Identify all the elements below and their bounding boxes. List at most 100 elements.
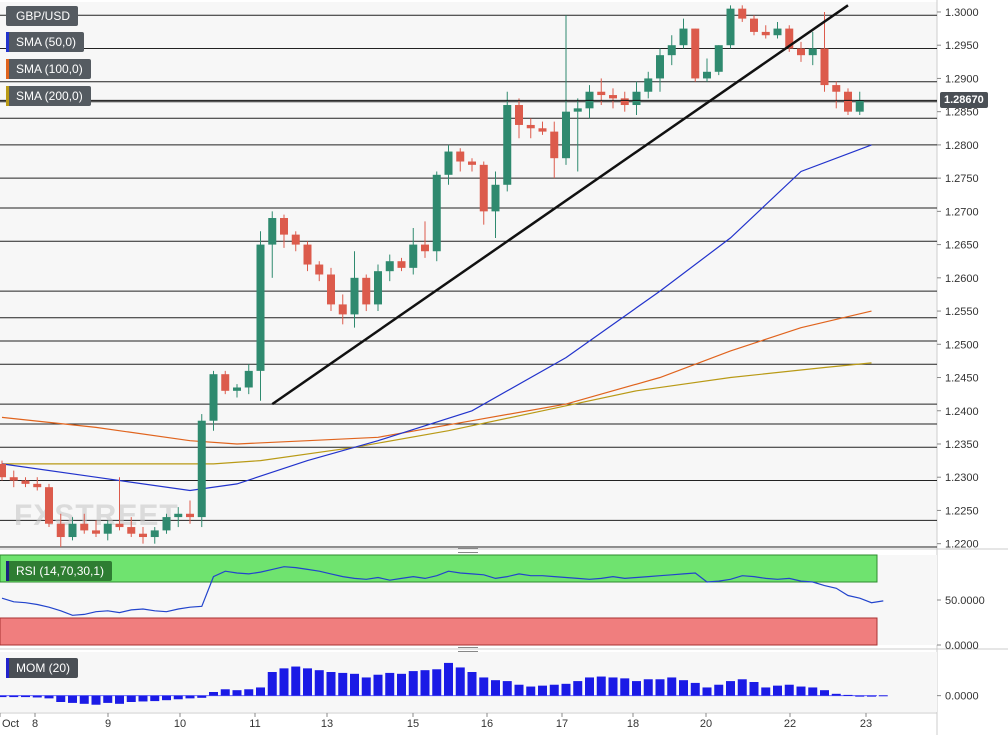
mom-bar (843, 694, 853, 696)
mom-bar (444, 662, 453, 696)
candle-body (421, 244, 429, 252)
candle-body (832, 85, 841, 92)
mom-bar (831, 693, 841, 696)
time-axis-label: 8 (32, 718, 38, 730)
mom-bar (491, 680, 500, 696)
candle-body (45, 487, 53, 524)
rsi-oversold-zone (0, 617, 878, 646)
sma50-label: SMA (50,0) (16, 35, 77, 49)
mom-bar (350, 673, 359, 696)
price-axis-label: 1.2500 (945, 339, 979, 351)
mom-bar (32, 695, 42, 698)
candle-body (315, 264, 324, 275)
price-axis-label: 1.2550 (945, 306, 979, 318)
candle-body (327, 274, 335, 305)
sma50-swatch (6, 32, 9, 52)
candle-body (0, 463, 6, 478)
price-axis-label: 1.2650 (945, 240, 979, 252)
price-axis-label: 1.2950 (945, 40, 979, 52)
mom-bar (126, 695, 136, 702)
mom-label[interactable]: MOM (20) (6, 658, 78, 678)
candle-body (726, 8, 735, 46)
candle-body (550, 131, 559, 159)
time-axis-label: 23 (860, 718, 872, 730)
main-plot-area (0, 2, 937, 547)
candle-body (491, 184, 500, 212)
mom-bar (749, 682, 759, 696)
rsi-label[interactable]: RSI (14,70,30,1) (6, 561, 113, 581)
mom-bar (596, 676, 606, 696)
mom-bar (726, 681, 735, 696)
candle-body (644, 78, 653, 92)
candle-body (92, 530, 100, 534)
time-axis-label: 22 (784, 718, 796, 730)
symbol-text: GBP/USD (16, 9, 71, 23)
mom-bar (173, 695, 183, 700)
candle-body (80, 523, 89, 531)
candle-body (21, 480, 30, 484)
mom-bar (761, 687, 771, 696)
mom-bar (279, 668, 289, 696)
mom-bar (314, 670, 324, 696)
price-axis-label: 1.2200 (945, 539, 979, 551)
mom-bar (608, 677, 618, 696)
candle-body (162, 517, 171, 531)
pane-resize-handle-2[interactable] (458, 647, 478, 652)
rsi-axis-label: 0.0000 (945, 640, 979, 652)
price-axis-label: 1.2350 (945, 439, 979, 451)
mom-bar (338, 672, 348, 696)
mom-bar (138, 695, 148, 702)
mom-bar (267, 672, 277, 696)
candle-body (244, 370, 253, 388)
sma200-line (2, 362, 872, 465)
candle-body (444, 151, 453, 175)
mom-title: MOM (20) (16, 661, 70, 675)
sma50-line (1, 144, 872, 492)
candle-body (127, 527, 136, 534)
candle-body (374, 271, 382, 305)
mom-bar (526, 686, 536, 696)
mom-bar (0, 695, 7, 698)
legend-sma50[interactable]: SMA (50,0) (6, 32, 85, 52)
time-axis-label: 16 (481, 718, 493, 730)
price-axis-label: 1.2600 (945, 273, 979, 285)
candle-body (503, 105, 512, 185)
time-axis-label: 9 (105, 718, 111, 730)
mom-bar (68, 695, 77, 703)
candle-body (620, 98, 629, 106)
mom-bar (197, 695, 207, 698)
mom-bar (162, 695, 171, 701)
mom-bar (620, 678, 630, 696)
mom-bar (690, 682, 700, 696)
rsi-axis-label: 50.0000 (945, 595, 985, 607)
time-axis-label: 10 (174, 718, 186, 730)
sma100-label: SMA (100,0) (16, 62, 83, 76)
candle-body (656, 55, 664, 79)
mom-bar (855, 695, 865, 697)
mom-bar (103, 695, 113, 703)
rsi-overbought-zone (0, 554, 878, 583)
mom-bar (91, 695, 101, 705)
legend-sma200[interactable]: SMA (200,0) (6, 86, 91, 106)
mom-bar (632, 681, 641, 696)
candle-body (432, 174, 441, 252)
candle-body (221, 374, 230, 391)
legend-sma100[interactable]: SMA (100,0) (6, 59, 91, 79)
symbol-label[interactable]: GBP/USD (6, 6, 79, 26)
candle-body (186, 513, 194, 518)
mom-bar (538, 685, 547, 696)
pane-resize-handle-1[interactable] (458, 548, 478, 553)
mom-bar (385, 672, 395, 696)
candle-body (103, 523, 112, 534)
candle-body (350, 277, 359, 315)
mom-bar (79, 695, 89, 704)
candle-body (397, 261, 406, 268)
candle-body (785, 28, 794, 49)
candle-body (820, 48, 829, 86)
mom-bar (397, 673, 406, 696)
mom-bar (44, 695, 54, 699)
candle-body (409, 244, 418, 268)
mom-bar (361, 677, 371, 696)
mom-bar (256, 687, 265, 696)
